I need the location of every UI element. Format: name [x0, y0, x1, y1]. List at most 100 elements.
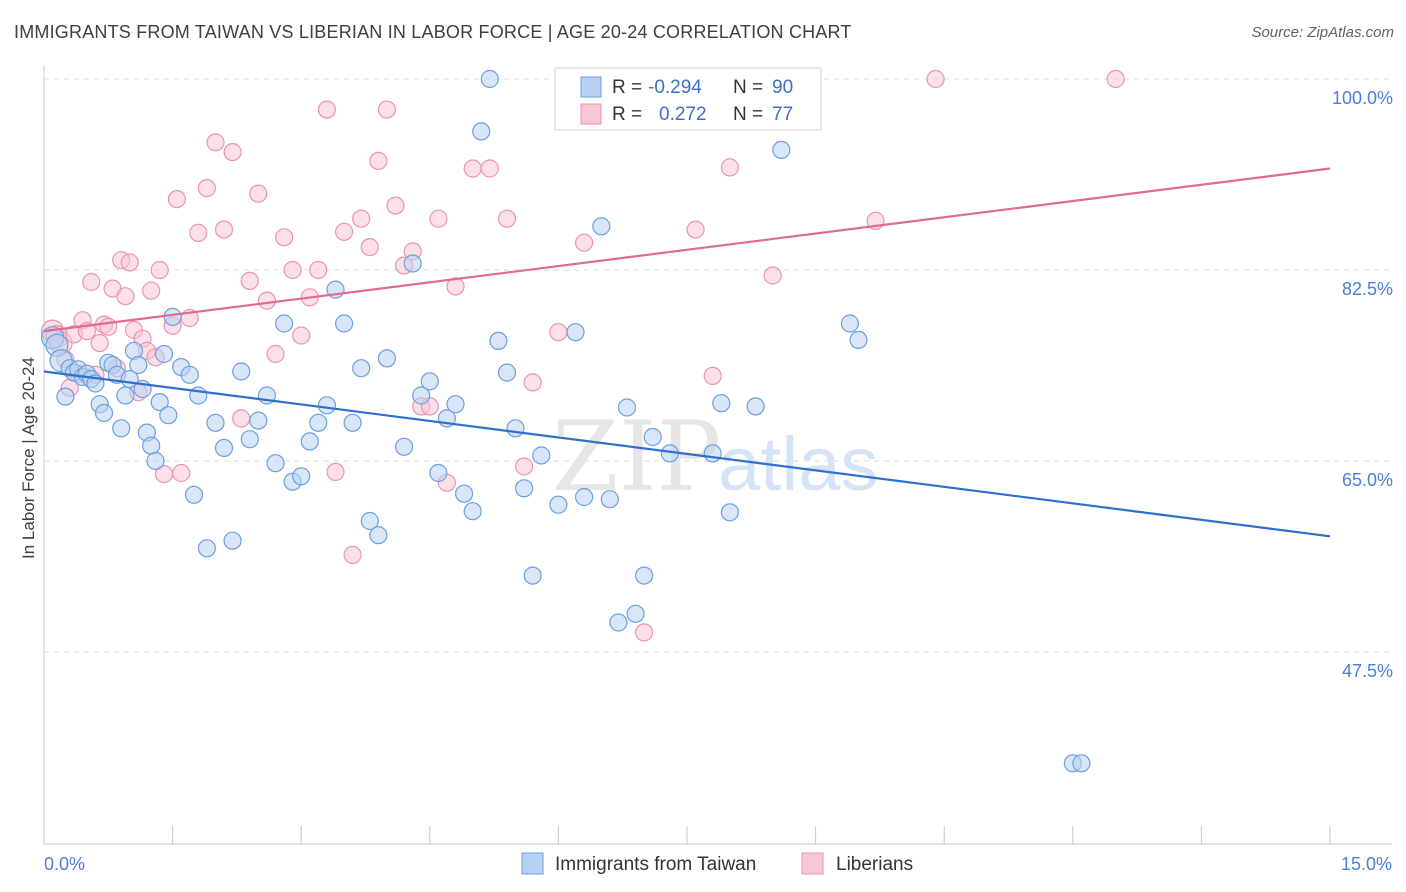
- chart-source: Source: ZipAtlas.com: [1251, 24, 1394, 41]
- point-liberians-70: [686, 220, 705, 239]
- point-liberians-18: [120, 253, 139, 272]
- point-liberians-51: [360, 238, 379, 257]
- point-taiwan-67: [497, 363, 517, 382]
- legend-r-label-liberians: R =: [612, 104, 642, 125]
- point-taiwan-54: [377, 349, 396, 368]
- point-taiwan-91: [1072, 754, 1091, 773]
- point-taiwan-57: [412, 386, 431, 405]
- point-taiwan-63: [463, 502, 482, 521]
- point-taiwan-50: [343, 413, 362, 432]
- point-taiwan-71: [532, 446, 551, 465]
- point-taiwan-72: [549, 495, 568, 514]
- point-liberians-64: [497, 209, 517, 228]
- point-taiwan-49: [335, 314, 354, 333]
- point-taiwan-45: [300, 432, 319, 451]
- watermark-atlas: atlas: [718, 422, 879, 507]
- point-taiwan-39: [249, 411, 268, 430]
- point-liberians-36: [232, 409, 251, 428]
- point-taiwan-20: [129, 355, 148, 375]
- point-liberians-50: [352, 209, 371, 228]
- point-taiwan-24: [146, 451, 165, 471]
- y-tick-label-3: 47.5%: [1342, 661, 1393, 681]
- point-liberians-67: [549, 323, 568, 342]
- trend-lines: [43, 167, 1331, 538]
- point-liberians-29: [172, 463, 191, 483]
- point-taiwan-26: [154, 344, 174, 364]
- point-liberians-40: [266, 344, 285, 364]
- point-liberians-52: [369, 151, 388, 170]
- point-liberians-48: [335, 222, 354, 241]
- point-liberians-54: [386, 196, 405, 215]
- legend-n-value-taiwan: 90: [772, 77, 793, 98]
- series-liberians-points: [40, 69, 1125, 642]
- point-liberians-11: [90, 334, 109, 353]
- point-taiwan-78: [617, 398, 637, 417]
- point-liberians-76: [1106, 69, 1125, 89]
- point-taiwan-27: [159, 406, 178, 425]
- legend-n-label-taiwan: N =: [733, 77, 763, 98]
- point-liberians-43: [292, 326, 311, 345]
- point-taiwan-66: [489, 331, 508, 350]
- x-tick-labels: 0.0% 15.0%: [44, 854, 1392, 874]
- point-taiwan-56: [403, 254, 422, 273]
- legend-r-value-taiwan: -0.294: [648, 77, 702, 98]
- point-taiwan-88: [840, 314, 860, 333]
- point-liberians-72: [720, 158, 740, 177]
- point-liberians-31: [189, 223, 208, 242]
- bottom-legend-label-liberians: Liberians: [836, 854, 913, 875]
- point-liberians-66: [523, 373, 542, 392]
- point-taiwan-64: [472, 122, 491, 141]
- y-tick-label-2: 65.0%: [1342, 470, 1393, 490]
- point-taiwan-35: [214, 438, 234, 457]
- trend-line-liberians: [43, 167, 1331, 333]
- point-liberians-39: [257, 291, 276, 310]
- point-taiwan-23: [142, 436, 161, 455]
- point-liberians-42: [283, 260, 302, 280]
- point-liberians-45: [309, 260, 328, 280]
- point-taiwan-80: [634, 566, 654, 585]
- point-taiwan-55: [395, 437, 414, 456]
- point-liberians-65: [514, 457, 534, 476]
- point-liberians-59: [429, 209, 448, 228]
- point-liberians-63: [480, 159, 499, 178]
- y-tick-label-0: 100.0%: [1332, 88, 1393, 108]
- point-taiwan-34: [206, 413, 225, 432]
- point-taiwan-65: [480, 69, 499, 89]
- point-taiwan-44: [292, 467, 311, 486]
- bottom-legend-swatch-liberians: [801, 852, 824, 875]
- point-liberians-17: [116, 287, 135, 306]
- top-legend: R = -0.294 N = 90 R = 0.272 N = 77: [554, 67, 822, 131]
- point-liberians-62: [463, 159, 482, 178]
- point-liberians-28: [167, 190, 186, 209]
- point-taiwan-28: [163, 307, 182, 326]
- point-taiwan-70: [523, 566, 542, 585]
- point-taiwan-53: [369, 526, 388, 545]
- point-taiwan-74: [574, 487, 594, 507]
- bottom-legend-label-taiwan: Immigrants from Taiwan: [555, 854, 756, 875]
- point-taiwan-38: [240, 430, 259, 449]
- point-taiwan-77: [609, 613, 628, 632]
- point-taiwan-62: [455, 484, 474, 503]
- y-tick-labels: 100.0% 82.5% 65.0% 47.5%: [1332, 88, 1393, 681]
- point-taiwan-79: [626, 604, 645, 623]
- legend-swatch-taiwan: [580, 76, 602, 98]
- bottom-legend: Immigrants from Taiwan Liberians: [521, 852, 913, 875]
- legend-swatch-liberians: [580, 103, 602, 125]
- y-tick-label-1: 82.5%: [1342, 279, 1393, 299]
- point-liberians-75: [926, 69, 945, 89]
- series-taiwan-points: [40, 69, 1091, 773]
- legend-r-value-liberians: 0.272: [659, 104, 707, 125]
- point-liberians-32: [197, 179, 216, 198]
- point-taiwan-83: [703, 444, 722, 463]
- chart-title: IMMIGRANTS FROM TAIWAN VS LIBERIAN IN LA…: [14, 22, 852, 42]
- point-taiwan-69: [514, 479, 534, 498]
- legend-n-value-liberians: 77: [772, 104, 793, 125]
- point-liberians-71: [703, 366, 722, 385]
- point-taiwan-73: [566, 323, 585, 342]
- point-taiwan-58: [420, 372, 439, 391]
- trend-line-taiwan: [43, 370, 1331, 538]
- legend-r-label-taiwan: R =: [612, 77, 642, 98]
- point-taiwan-30: [180, 365, 199, 384]
- point-taiwan-46: [309, 413, 328, 432]
